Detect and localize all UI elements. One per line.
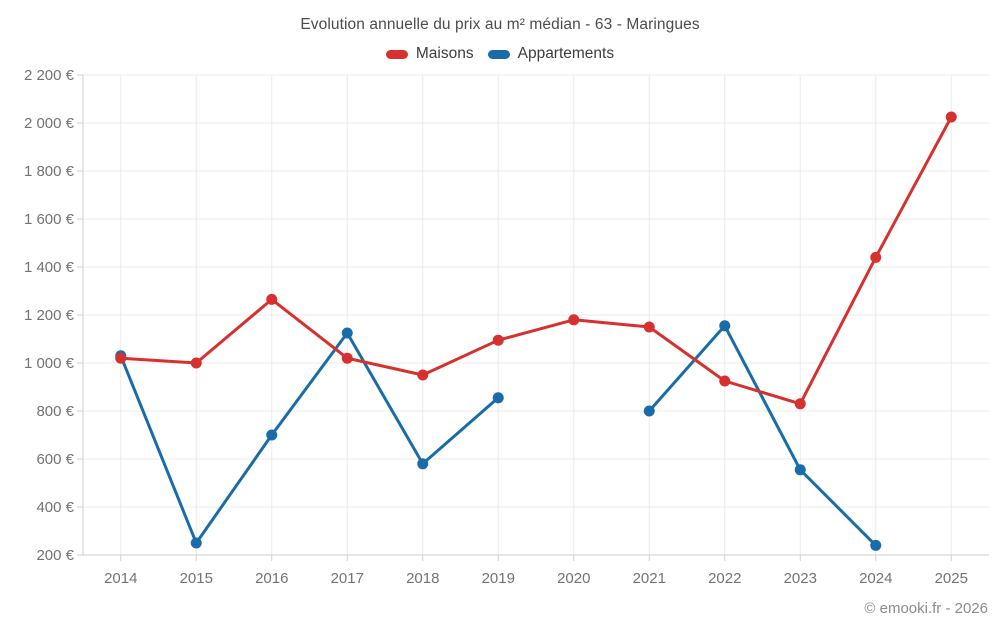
svg-text:2 200 €: 2 200 € [24, 67, 75, 84]
legend-item-maisons[interactable]: Maisons [385, 45, 474, 63]
legend-label-appartements: Appartements [517, 45, 615, 62]
svg-text:400 €: 400 € [36, 499, 74, 516]
svg-text:2019: 2019 [482, 570, 515, 587]
svg-text:2023: 2023 [784, 570, 817, 587]
svg-text:2017: 2017 [331, 570, 364, 587]
watermark: © emooki.fr - 2026 [864, 600, 988, 617]
svg-text:2015: 2015 [180, 570, 213, 587]
svg-text:800 €: 800 € [36, 403, 74, 420]
svg-text:200 €: 200 € [36, 547, 74, 564]
svg-text:1 000 €: 1 000 € [24, 355, 75, 372]
svg-text:1 400 €: 1 400 € [24, 259, 75, 276]
svg-text:600 €: 600 € [36, 451, 74, 468]
svg-text:1 600 €: 1 600 € [24, 211, 75, 228]
svg-text:2014: 2014 [104, 570, 137, 587]
svg-text:2016: 2016 [255, 570, 288, 587]
maisons-series-swatch-icon [385, 49, 408, 59]
svg-text:2020: 2020 [557, 570, 590, 587]
chart-legend: Maisons Appartements [0, 45, 1000, 63]
svg-text:1 200 €: 1 200 € [24, 307, 75, 324]
svg-text:2024: 2024 [859, 570, 892, 587]
svg-text:2021: 2021 [633, 570, 666, 587]
legend-item-appartements[interactable]: Appartements [487, 45, 615, 63]
svg-text:2025: 2025 [935, 570, 968, 587]
svg-text:2022: 2022 [708, 570, 741, 587]
svg-text:2 000 €: 2 000 € [24, 115, 75, 132]
svg-text:2018: 2018 [406, 570, 439, 587]
legend-label-maisons: Maisons [415, 45, 474, 62]
appartements-series-swatch-icon [487, 49, 510, 59]
svg-text:1 800 €: 1 800 € [24, 163, 75, 180]
chart-title: Evolution annuelle du prix au m² médian … [300, 16, 700, 33]
